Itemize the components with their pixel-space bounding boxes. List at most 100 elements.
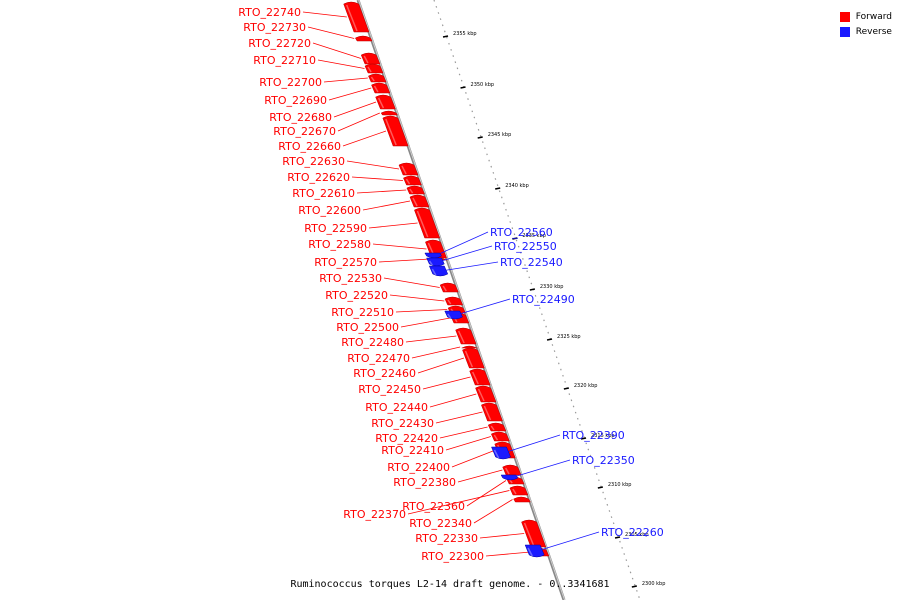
rto-22490-glyph — [444, 310, 463, 320]
rto-22540-leader — [440, 261, 499, 272]
rto-22540-label: RTO_22540 — [500, 256, 563, 269]
rto-22380-glyph — [502, 464, 522, 476]
rto-22380-shine — [504, 467, 510, 475]
rto-22480-shine — [457, 330, 465, 344]
rto-22460-shine — [464, 350, 474, 368]
rto-22370-shine — [512, 488, 517, 495]
rto-22730-label: RTO_22730 — [243, 21, 306, 34]
rto-22680-leader — [333, 101, 377, 118]
tick-label: 2345 kbp — [488, 132, 512, 138]
rto-22560-label: RTO_22560 — [490, 226, 553, 239]
rto-22450-label: RTO_22450 — [358, 383, 421, 396]
rto-22260-shine — [527, 547, 533, 557]
rto-22540-glyph — [428, 265, 449, 277]
tick-mark — [495, 187, 501, 190]
rto-22430-label: RTO_22430 — [371, 417, 434, 430]
rto-22670-label: RTO_22670 — [273, 125, 336, 138]
rto-22460-glyph — [462, 347, 485, 369]
rto-22660-label: RTO_22660 — [278, 140, 341, 153]
rto-22520-leader — [389, 294, 445, 302]
rto-22520-glyph — [444, 296, 464, 306]
rto-22430-glyph — [481, 402, 503, 422]
rto-22600-glyph — [409, 194, 430, 208]
genome-backbone — [356, 0, 566, 600]
rto-22540-shine — [431, 268, 437, 276]
rto-22510-label: RTO_22510 — [331, 306, 394, 319]
rto-22560-glyph — [424, 252, 442, 259]
tick-mark — [529, 288, 536, 291]
rto-22690-label: RTO_22690 — [264, 94, 327, 107]
rto-22740-shine — [345, 4, 358, 32]
rto-22720-leader — [312, 42, 362, 59]
tick-mark — [631, 585, 638, 588]
rto-22430-leader — [435, 411, 483, 424]
tick-mark — [477, 136, 483, 139]
legend-forward: Forward — [839, 9, 892, 24]
tick-label: 2340 kbp — [505, 183, 529, 189]
rto-22660-leader — [342, 130, 387, 147]
tick-label: 2350 kbp — [471, 82, 495, 88]
rto-22710-shine — [367, 66, 372, 73]
rto-22450-shine — [472, 371, 479, 385]
legend-reverse-label: Reverse — [855, 26, 892, 37]
rto-22720-glyph — [360, 52, 381, 65]
rto-22400-label: RTO_22400 — [387, 461, 450, 474]
rto-22450-leader — [422, 376, 471, 390]
rto-22430-shine — [483, 405, 492, 421]
rto-22610-label: RTO_22610 — [292, 187, 355, 200]
rto-22690-glyph — [371, 82, 391, 94]
rto-22300-leader — [485, 551, 531, 557]
rto-22330-shine — [523, 522, 535, 547]
rto-22350-leader — [511, 459, 571, 478]
rto-22730-leader — [307, 26, 355, 39]
rto-22480-label: RTO_22480 — [341, 336, 404, 349]
rto-22330-leader — [479, 533, 525, 539]
rto-22700-leader — [323, 77, 368, 83]
rto-22410-leader — [445, 436, 491, 451]
rto-22470-leader — [411, 346, 461, 359]
rto-22530-label: RTO_22530 — [319, 272, 382, 285]
rto-22630-shine — [401, 165, 407, 175]
rto-22490-shine — [447, 313, 452, 319]
rto-22610-shine — [409, 188, 414, 194]
rto-22440-leader — [429, 393, 477, 408]
genome-backbone-highlight — [358, 0, 566, 600]
rto-22680-label: RTO_22680 — [269, 111, 332, 124]
rto-22530-shine — [442, 285, 447, 292]
rto-22440-label: RTO_22440 — [365, 401, 428, 414]
rto-22370-glyph — [509, 485, 529, 496]
rto-22480-glyph — [455, 327, 477, 345]
tick-label: 2305 kbp — [625, 532, 649, 538]
rto-22410-label: RTO_22410 — [381, 444, 444, 457]
rto-22710-glyph — [364, 63, 384, 74]
rto-22550-shine — [428, 260, 433, 266]
rto-22420-label: RTO_22420 — [375, 432, 438, 445]
rto-22340-glyph — [513, 496, 531, 503]
rto-22660-glyph — [382, 115, 409, 147]
rto-22590-label: RTO_22590 — [304, 222, 367, 235]
rto-22620-glyph — [403, 175, 422, 186]
rto-22570-leader — [378, 258, 430, 263]
rto-22740-label: RTO_22740 — [238, 6, 301, 19]
legend-forward-label: Forward — [855, 11, 892, 22]
rto-22500-label: RTO_22500 — [336, 321, 399, 334]
rto-22550-glyph — [426, 257, 445, 267]
tick-mark — [546, 338, 553, 341]
rto-22370-leader — [407, 490, 510, 515]
rto-22390-shine — [493, 449, 500, 459]
rto-22490-leader — [456, 298, 511, 316]
rto-22680-shine — [377, 97, 385, 109]
rto-22710-leader — [317, 59, 365, 69]
tick-label: 2355 kbp — [453, 31, 477, 37]
rto-22720-label: RTO_22720 — [248, 37, 311, 50]
tick-mark — [460, 86, 466, 89]
rto-22700-shine — [370, 76, 375, 82]
rto-22740-glyph — [343, 1, 370, 33]
rto-22600-label: RTO_22600 — [298, 204, 361, 217]
forward-swatch — [839, 11, 850, 22]
rto-22530-glyph — [439, 282, 459, 293]
rto-22720-shine — [363, 55, 369, 64]
rto-22570-label: RTO_22570 — [314, 256, 377, 269]
rto-22460-leader — [417, 357, 465, 374]
rto-22470-glyph — [461, 345, 478, 349]
